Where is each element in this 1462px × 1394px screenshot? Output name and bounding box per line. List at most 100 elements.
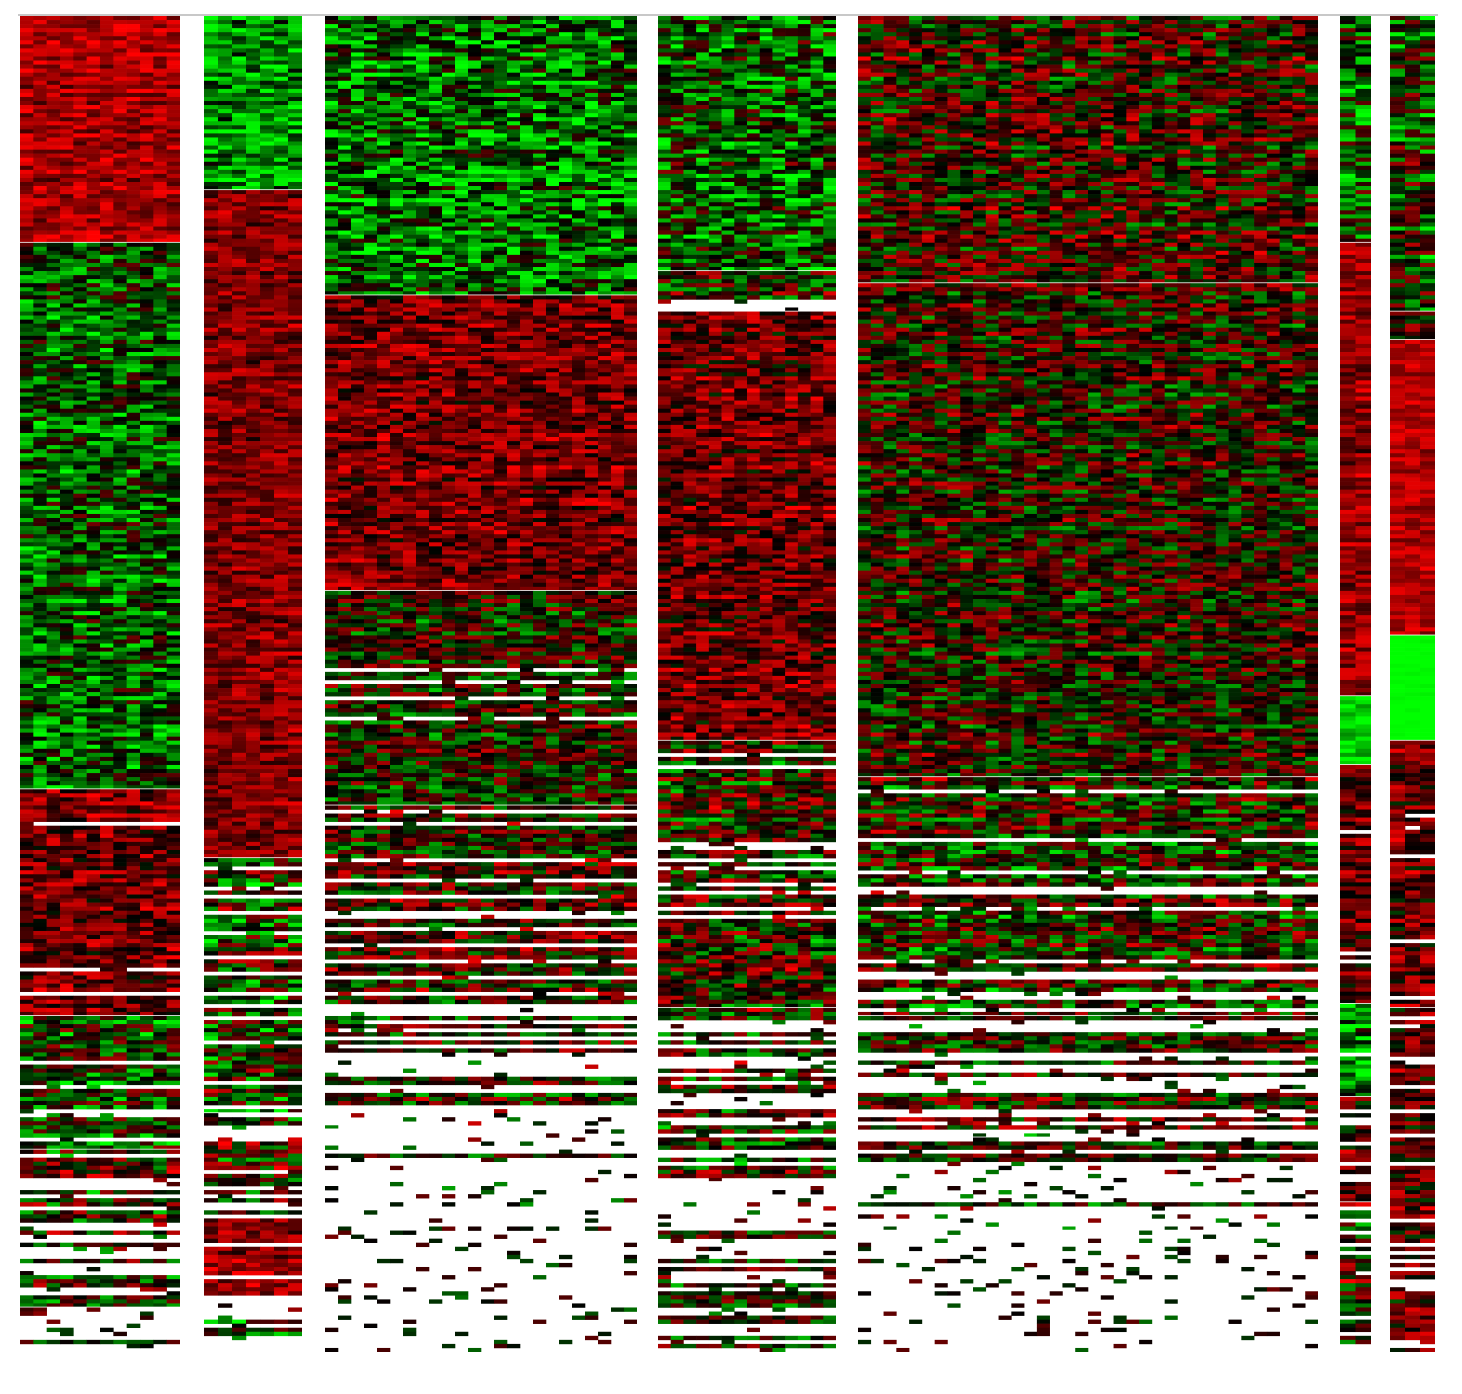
heatmap-cell xyxy=(153,906,167,912)
heatmap-cell xyxy=(126,866,141,871)
heatmap-cell xyxy=(33,275,47,280)
heatmap-cell xyxy=(113,870,127,875)
heatmap-cell xyxy=(86,1117,101,1122)
heatmap-cell xyxy=(100,283,114,288)
heatmap-cell xyxy=(46,287,61,292)
heatmap-cell xyxy=(100,400,114,405)
heatmap-cell xyxy=(204,88,219,94)
heatmap-cell xyxy=(60,829,74,835)
heatmap-cell xyxy=(20,40,34,45)
heatmap-cell xyxy=(20,169,34,175)
heatmap-cell xyxy=(166,728,180,733)
heatmap-cell xyxy=(86,315,101,320)
heatmap-cell xyxy=(140,287,154,292)
heatmap-cell xyxy=(140,149,154,154)
heatmap-cell xyxy=(20,76,34,82)
heatmap-cell xyxy=(140,740,154,746)
heatmap-cell xyxy=(20,874,34,879)
heatmap-cell xyxy=(274,505,289,511)
heatmap-cell xyxy=(33,339,47,345)
heatmap-cell xyxy=(166,72,180,78)
heatmap-cell xyxy=(113,862,127,867)
heatmap-cell xyxy=(260,214,275,219)
heatmap-cell xyxy=(60,141,74,146)
heatmap-cell xyxy=(246,562,261,567)
heatmap-cell xyxy=(86,886,101,891)
heatmap-cell xyxy=(46,360,61,365)
heatmap-cell xyxy=(100,716,114,721)
heatmap-cell xyxy=(60,1088,74,1094)
heatmap-cell xyxy=(73,647,87,652)
heatmap-cell xyxy=(274,416,289,422)
heatmap-cell xyxy=(86,190,101,195)
heatmap-cell xyxy=(73,562,87,567)
heatmap-cell xyxy=(288,279,302,284)
heatmap-cell xyxy=(86,1141,101,1146)
heatmap-cell xyxy=(113,910,127,916)
heatmap-cell xyxy=(166,1157,180,1163)
heatmap-cell xyxy=(46,603,61,608)
heatmap-cell xyxy=(73,1173,87,1179)
heatmap-cell xyxy=(288,303,302,308)
heatmap-cell xyxy=(218,684,233,689)
heatmap-cell xyxy=(86,133,101,138)
heatmap-cell xyxy=(153,671,167,677)
heatmap-cell xyxy=(73,1003,87,1009)
heatmap-cell xyxy=(60,339,74,345)
heatmap-cell xyxy=(86,1161,101,1167)
heatmap-cell xyxy=(246,279,261,284)
heatmap-cell xyxy=(73,590,87,596)
heatmap-cell xyxy=(288,16,302,21)
heatmap-cell xyxy=(288,566,302,571)
heatmap-cell xyxy=(46,1088,61,1094)
heatmap-cell xyxy=(33,1040,47,1045)
heatmap-cell xyxy=(126,748,141,754)
heatmap-cell xyxy=(274,238,289,244)
heatmap-cell xyxy=(86,538,101,543)
heatmap-cell xyxy=(274,801,289,806)
heatmap-cell xyxy=(46,84,61,90)
heatmap-cell xyxy=(153,149,167,154)
heatmap-cell xyxy=(218,481,233,486)
heatmap-cell xyxy=(204,744,219,750)
heatmap-cell xyxy=(246,129,261,134)
heatmap-cell xyxy=(288,396,302,401)
heatmap-cell xyxy=(260,777,275,782)
heatmap-cell xyxy=(166,469,180,474)
heatmap-cell xyxy=(113,558,127,563)
heatmap-cell xyxy=(73,692,87,697)
heatmap-cell xyxy=(166,262,180,268)
heatmap-cell xyxy=(166,250,180,256)
heatmap-cell xyxy=(73,44,87,49)
heatmap-cell xyxy=(246,307,261,312)
heatmap-cell xyxy=(100,708,114,713)
heatmap-cell xyxy=(204,505,219,511)
heatmap-cell xyxy=(20,1202,34,1207)
heatmap-cell xyxy=(288,663,302,669)
heatmap-cell xyxy=(73,1149,87,1154)
heatmap-cell xyxy=(232,157,247,163)
heatmap-cell xyxy=(232,550,247,555)
heatmap-cell xyxy=(288,113,302,118)
heatmap-cell xyxy=(113,194,127,199)
heatmap-cell xyxy=(260,388,275,393)
heatmap-cell xyxy=(153,161,167,167)
heatmap-cell xyxy=(100,392,114,397)
heatmap-cell xyxy=(60,675,74,681)
heatmap-cell xyxy=(86,708,101,713)
heatmap-cell xyxy=(246,125,261,130)
heatmap-cell xyxy=(232,752,247,758)
heatmap-cell xyxy=(126,105,141,110)
heatmap-cell xyxy=(153,368,167,373)
heatmap-cell xyxy=(46,319,61,324)
heatmap-cell xyxy=(166,1121,180,1126)
heatmap-cell xyxy=(274,603,289,608)
heatmap-cell xyxy=(46,619,61,624)
heatmap-cell xyxy=(126,202,141,207)
heatmap-cell xyxy=(20,574,34,580)
heatmap-cell xyxy=(113,979,127,984)
heatmap-cell xyxy=(166,64,180,69)
heatmap-cell xyxy=(60,1133,74,1138)
heatmap-cell xyxy=(46,101,61,106)
heatmap-cell xyxy=(260,396,275,401)
